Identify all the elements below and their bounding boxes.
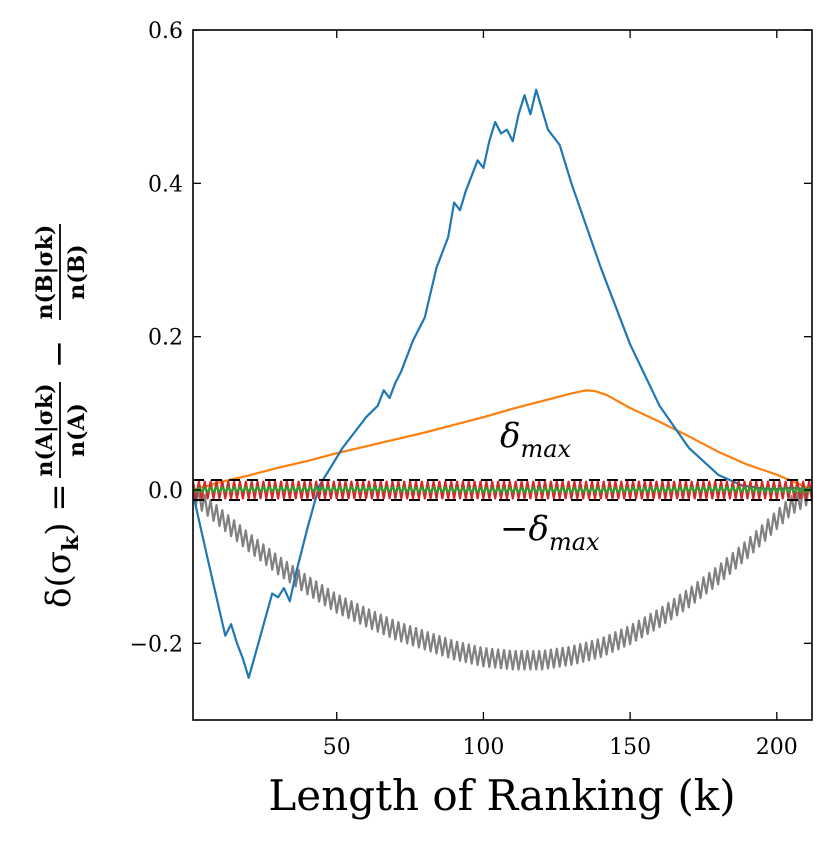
neg-delta-max-base: −δ — [500, 509, 549, 549]
ylabel-lhs-sub: k — [58, 535, 84, 551]
delta-max-annotation: δmax — [500, 416, 572, 463]
x-tick-label: 100 — [462, 735, 504, 760]
ylabel-num-a: n(A|σk) — [32, 383, 58, 476]
y-tick-label: 0.2 — [148, 326, 183, 351]
series-line-blue — [193, 88, 812, 679]
y-tick-label: 0.4 — [148, 172, 183, 197]
x-axis-label: Length of Ranking (k) — [268, 771, 735, 820]
plot-frame — [192, 29, 813, 721]
ylabel-lhs-close: ) = — [39, 483, 79, 536]
delta-max-base: δ — [500, 416, 520, 456]
series-line-orange — [193, 389, 812, 492]
ylabel-num-b: n(B|σk) — [32, 225, 58, 320]
series-line-green — [193, 485, 812, 494]
neg-delta-max-annotation: −δmax — [500, 509, 600, 556]
x-tick-label: 50 — [323, 735, 351, 760]
x-tick-label: 200 — [756, 735, 798, 760]
y-tick-label: −0.2 — [130, 632, 183, 657]
y-tick-label: 0.6 — [148, 19, 183, 44]
neg-delta-max-sub: max — [549, 528, 600, 556]
ylabel-den-b: n(B) — [64, 244, 90, 299]
series-line-gray — [193, 483, 812, 671]
y-axis-label: δ(σk) = n(A|σk) n(A) − n(B|σk) n(B) — [32, 224, 90, 608]
ylabel-minus: − — [39, 340, 79, 369]
x-tick-label: 150 — [609, 735, 651, 760]
y-tick-label: 0.0 — [148, 479, 183, 504]
ylabel-lhs-base: δ(σ — [39, 551, 79, 608]
plot-area — [193, 88, 812, 679]
ylabel-lhs: δ(σk) = — [39, 483, 84, 608]
delta-max-sub: max — [520, 435, 571, 463]
ylabel-den-a: n(A) — [64, 403, 90, 457]
axis-ticks: 50 100 150 200 −0.2 0.0 0.2 0.4 0.6 — [130, 19, 812, 760]
